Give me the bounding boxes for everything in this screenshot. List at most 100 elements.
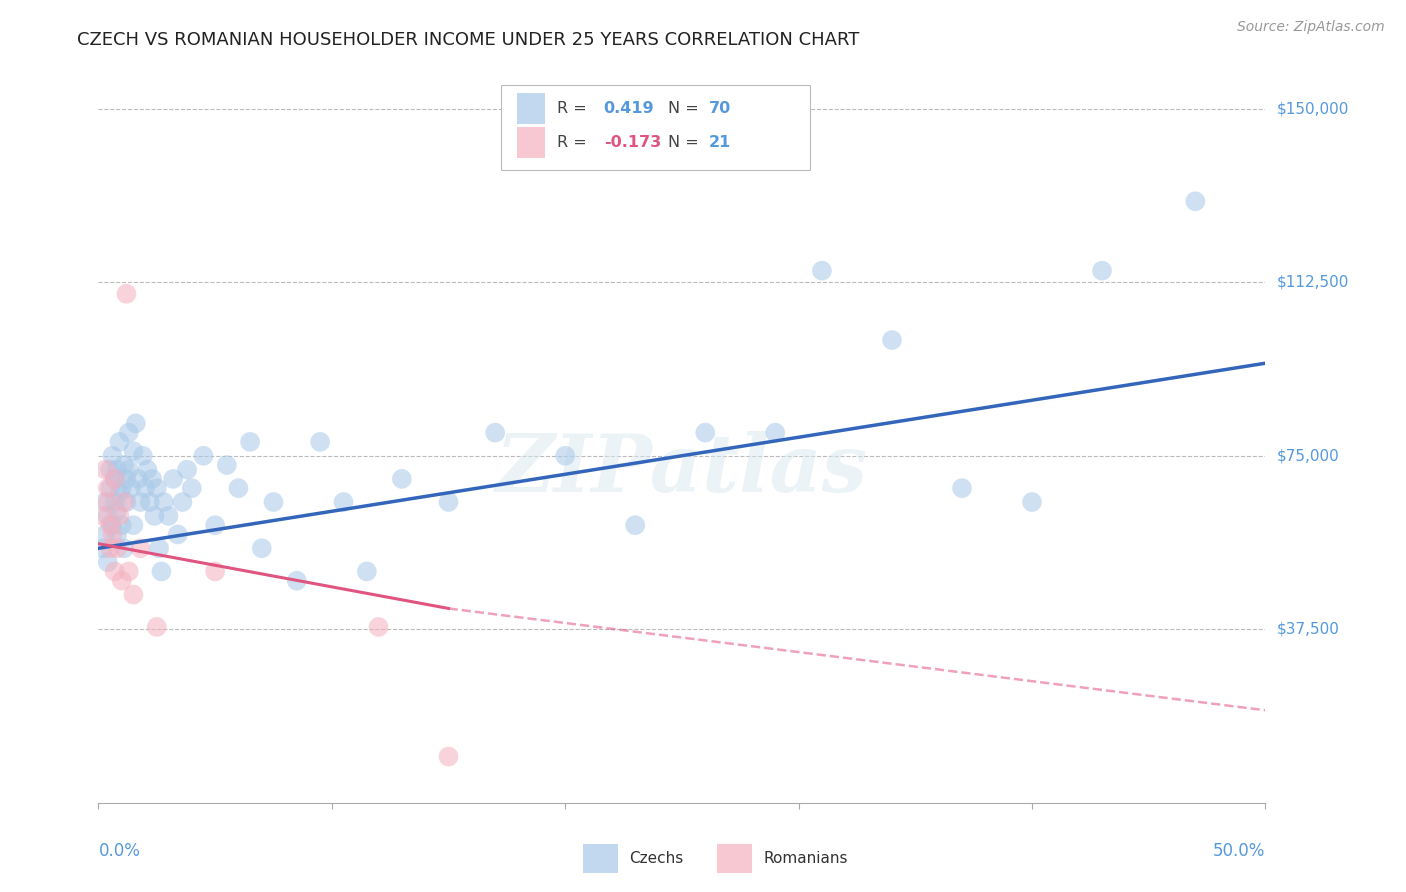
Point [157,508,180,523]
Point [250,541,273,556]
Point [624,518,647,533]
Text: 70: 70 [709,101,731,116]
Point [228,481,250,495]
Point [437,495,460,509]
Point [1184,194,1206,209]
Point [94,462,117,476]
Bar [517,93,546,124]
Point [112,495,135,509]
Text: $75,000: $75,000 [1277,449,1340,463]
Point [129,541,152,556]
Text: N =: N = [668,135,704,150]
Point [193,449,215,463]
Point [143,508,166,523]
Point [97,481,120,495]
Text: $37,500: $37,500 [1277,622,1340,637]
Point [136,462,159,476]
Point [98,462,121,476]
Point [112,541,135,556]
Point [950,481,973,495]
Point [97,508,120,523]
Point [132,449,155,463]
Point [332,495,354,509]
Point [94,495,117,509]
Point [204,518,226,533]
Point [166,527,188,541]
Point [204,565,226,579]
Point [880,333,903,347]
Point [105,527,128,541]
Point [111,574,134,588]
Point [97,495,120,509]
Point [141,472,163,486]
Point [695,425,717,440]
Text: CZECH VS ROMANIAN HOUSEHOLDER INCOME UNDER 25 YEARS CORRELATION CHART: CZECH VS ROMANIAN HOUSEHOLDER INCOME UND… [77,31,859,49]
Point [122,588,145,602]
Point [172,495,194,509]
Point [162,472,184,486]
Point [94,527,117,541]
Point [120,481,142,495]
Text: R =: R = [557,135,592,150]
Point [356,565,378,579]
Point [104,565,127,579]
Point [763,425,786,440]
Point [118,425,141,440]
Point [367,620,389,634]
Point [180,481,202,495]
Text: Czechs: Czechs [630,851,683,866]
Point [98,541,121,556]
Text: Source: ZipAtlas.com: Source: ZipAtlas.com [1237,20,1385,34]
Point [139,495,162,509]
Point [215,458,238,472]
Point [91,508,114,523]
Text: Romanians: Romanians [763,851,848,866]
Point [554,449,576,463]
Point [484,425,506,440]
Text: 0.0%: 0.0% [98,842,141,860]
Text: 50.0%: 50.0% [1213,842,1265,860]
Point [118,565,141,579]
Point [262,495,284,509]
Point [101,518,124,533]
Point [134,481,156,495]
Point [108,485,131,500]
Point [239,434,262,449]
Point [111,518,134,533]
Point [129,495,152,509]
Text: $112,500: $112,500 [1277,275,1348,290]
Point [105,462,128,476]
Point [176,462,198,476]
Point [105,541,128,556]
Point [112,458,135,472]
Point [101,527,124,541]
Point [98,481,121,495]
Point [127,472,149,486]
Bar [582,844,617,873]
Point [1021,495,1043,509]
FancyBboxPatch shape [501,85,810,169]
Point [97,555,120,569]
Text: $150,000: $150,000 [1277,101,1348,116]
Point [118,462,141,476]
Point [309,434,332,449]
Bar [717,844,752,873]
Point [146,620,169,634]
Point [91,541,114,556]
Text: -0.173: -0.173 [603,135,661,150]
Point [98,518,121,533]
Point [108,434,131,449]
Text: N =: N = [668,101,704,116]
Point [115,472,138,486]
Point [101,449,124,463]
Point [122,518,145,533]
Bar [517,127,546,158]
Point [152,495,174,509]
Point [111,481,134,495]
Point [148,541,170,556]
Point [122,444,145,458]
Point [105,504,128,518]
Point [146,481,169,495]
Text: ZIPatlas: ZIPatlas [496,431,868,508]
Point [104,495,127,509]
